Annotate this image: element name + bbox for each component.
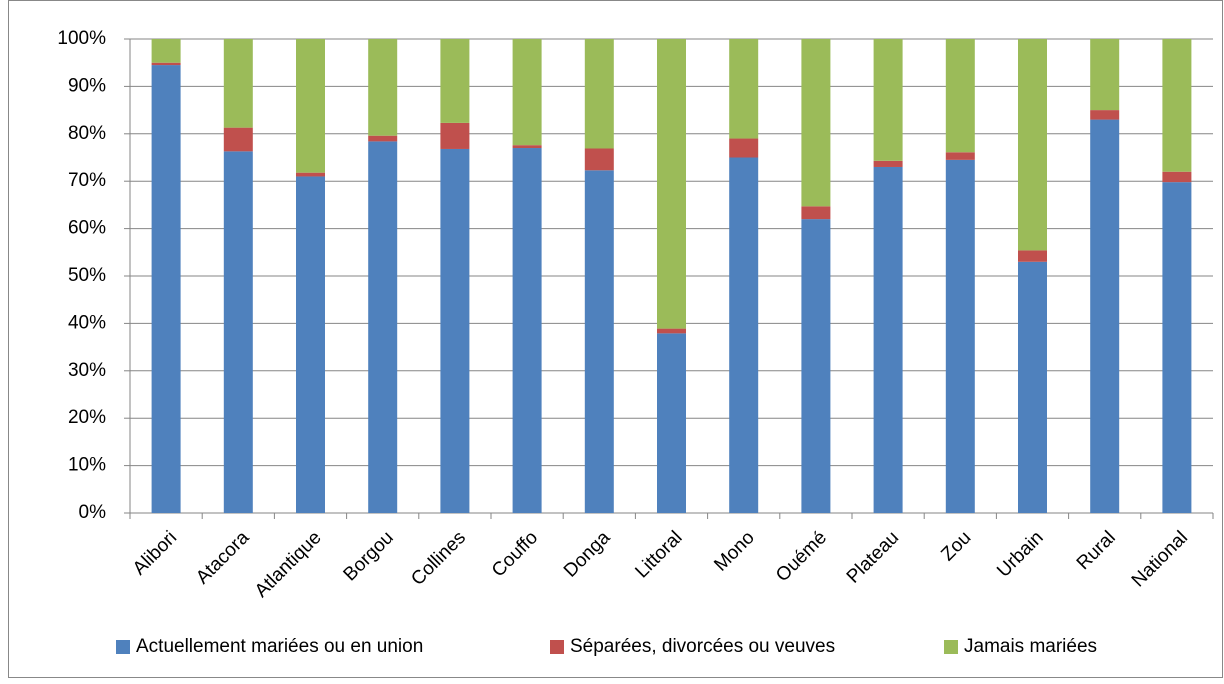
bar-segment (1162, 182, 1192, 513)
bar-segment (729, 39, 759, 139)
bar-segment (440, 148, 470, 513)
bar-segment (1162, 39, 1192, 172)
bar-segment (801, 219, 831, 513)
legend-label: Actuellement mariées ou en union (136, 636, 423, 657)
bar-segment (1090, 110, 1120, 120)
bar-segment (368, 141, 398, 513)
bar-segment (1018, 250, 1047, 262)
y-tick-label: 10% (68, 455, 106, 476)
y-tick-label: 50% (68, 265, 106, 286)
bar-segment (512, 148, 542, 513)
bar-segment (873, 160, 903, 167)
bar-segment (440, 39, 470, 123)
bar-segment (368, 135, 398, 142)
y-tick-label: 30% (68, 360, 106, 381)
bar-segment (1090, 39, 1120, 111)
bar-segment (223, 151, 253, 513)
bar-segment (1162, 171, 1192, 183)
bar-segment (873, 166, 903, 514)
bar-segment (801, 206, 831, 220)
bar-segment (945, 39, 975, 153)
legend-label: Jamais mariées (964, 636, 1097, 657)
y-tick-label: 60% (68, 218, 106, 239)
bar-segment (584, 148, 614, 171)
y-tick-label: 40% (68, 312, 106, 333)
legend-swatch (550, 640, 564, 654)
bar-segment (657, 328, 686, 334)
bar-segment (296, 172, 325, 177)
bar-segment (1090, 119, 1120, 513)
bar-segment (945, 159, 975, 513)
legend-label: Séparées, divorcées ou veuves (570, 636, 835, 657)
bar-segment (1018, 39, 1047, 251)
bar-segment (729, 157, 759, 513)
y-tick-label: 20% (68, 407, 106, 428)
bar-segment (801, 39, 831, 207)
y-tick-label: 70% (68, 170, 106, 191)
bar-segment (945, 152, 975, 160)
bar-segment (512, 39, 542, 146)
bar-segment (584, 170, 614, 513)
y-tick-label: 0% (79, 502, 107, 523)
bar-segment (368, 39, 398, 136)
bar-segment (657, 39, 686, 329)
bar-segment (584, 39, 614, 149)
legend-swatch (944, 640, 958, 654)
bar-segment (296, 39, 325, 173)
bar-segment (223, 39, 253, 128)
bar-segment (296, 176, 325, 513)
bar-segment (657, 333, 686, 513)
y-tick-label: 100% (57, 28, 106, 49)
bar-segment (729, 138, 759, 158)
legend-swatch (116, 640, 130, 654)
bar-segment (1018, 261, 1047, 513)
bar-segment (151, 65, 181, 513)
bar-segment (223, 127, 253, 152)
bar-segment (440, 122, 470, 149)
bar-segment (873, 39, 903, 161)
bar-segment (151, 39, 181, 63)
bar-segment (512, 145, 542, 149)
y-tick-label: 80% (68, 123, 106, 144)
bar-segment (151, 62, 181, 66)
y-tick-label: 90% (68, 75, 106, 96)
